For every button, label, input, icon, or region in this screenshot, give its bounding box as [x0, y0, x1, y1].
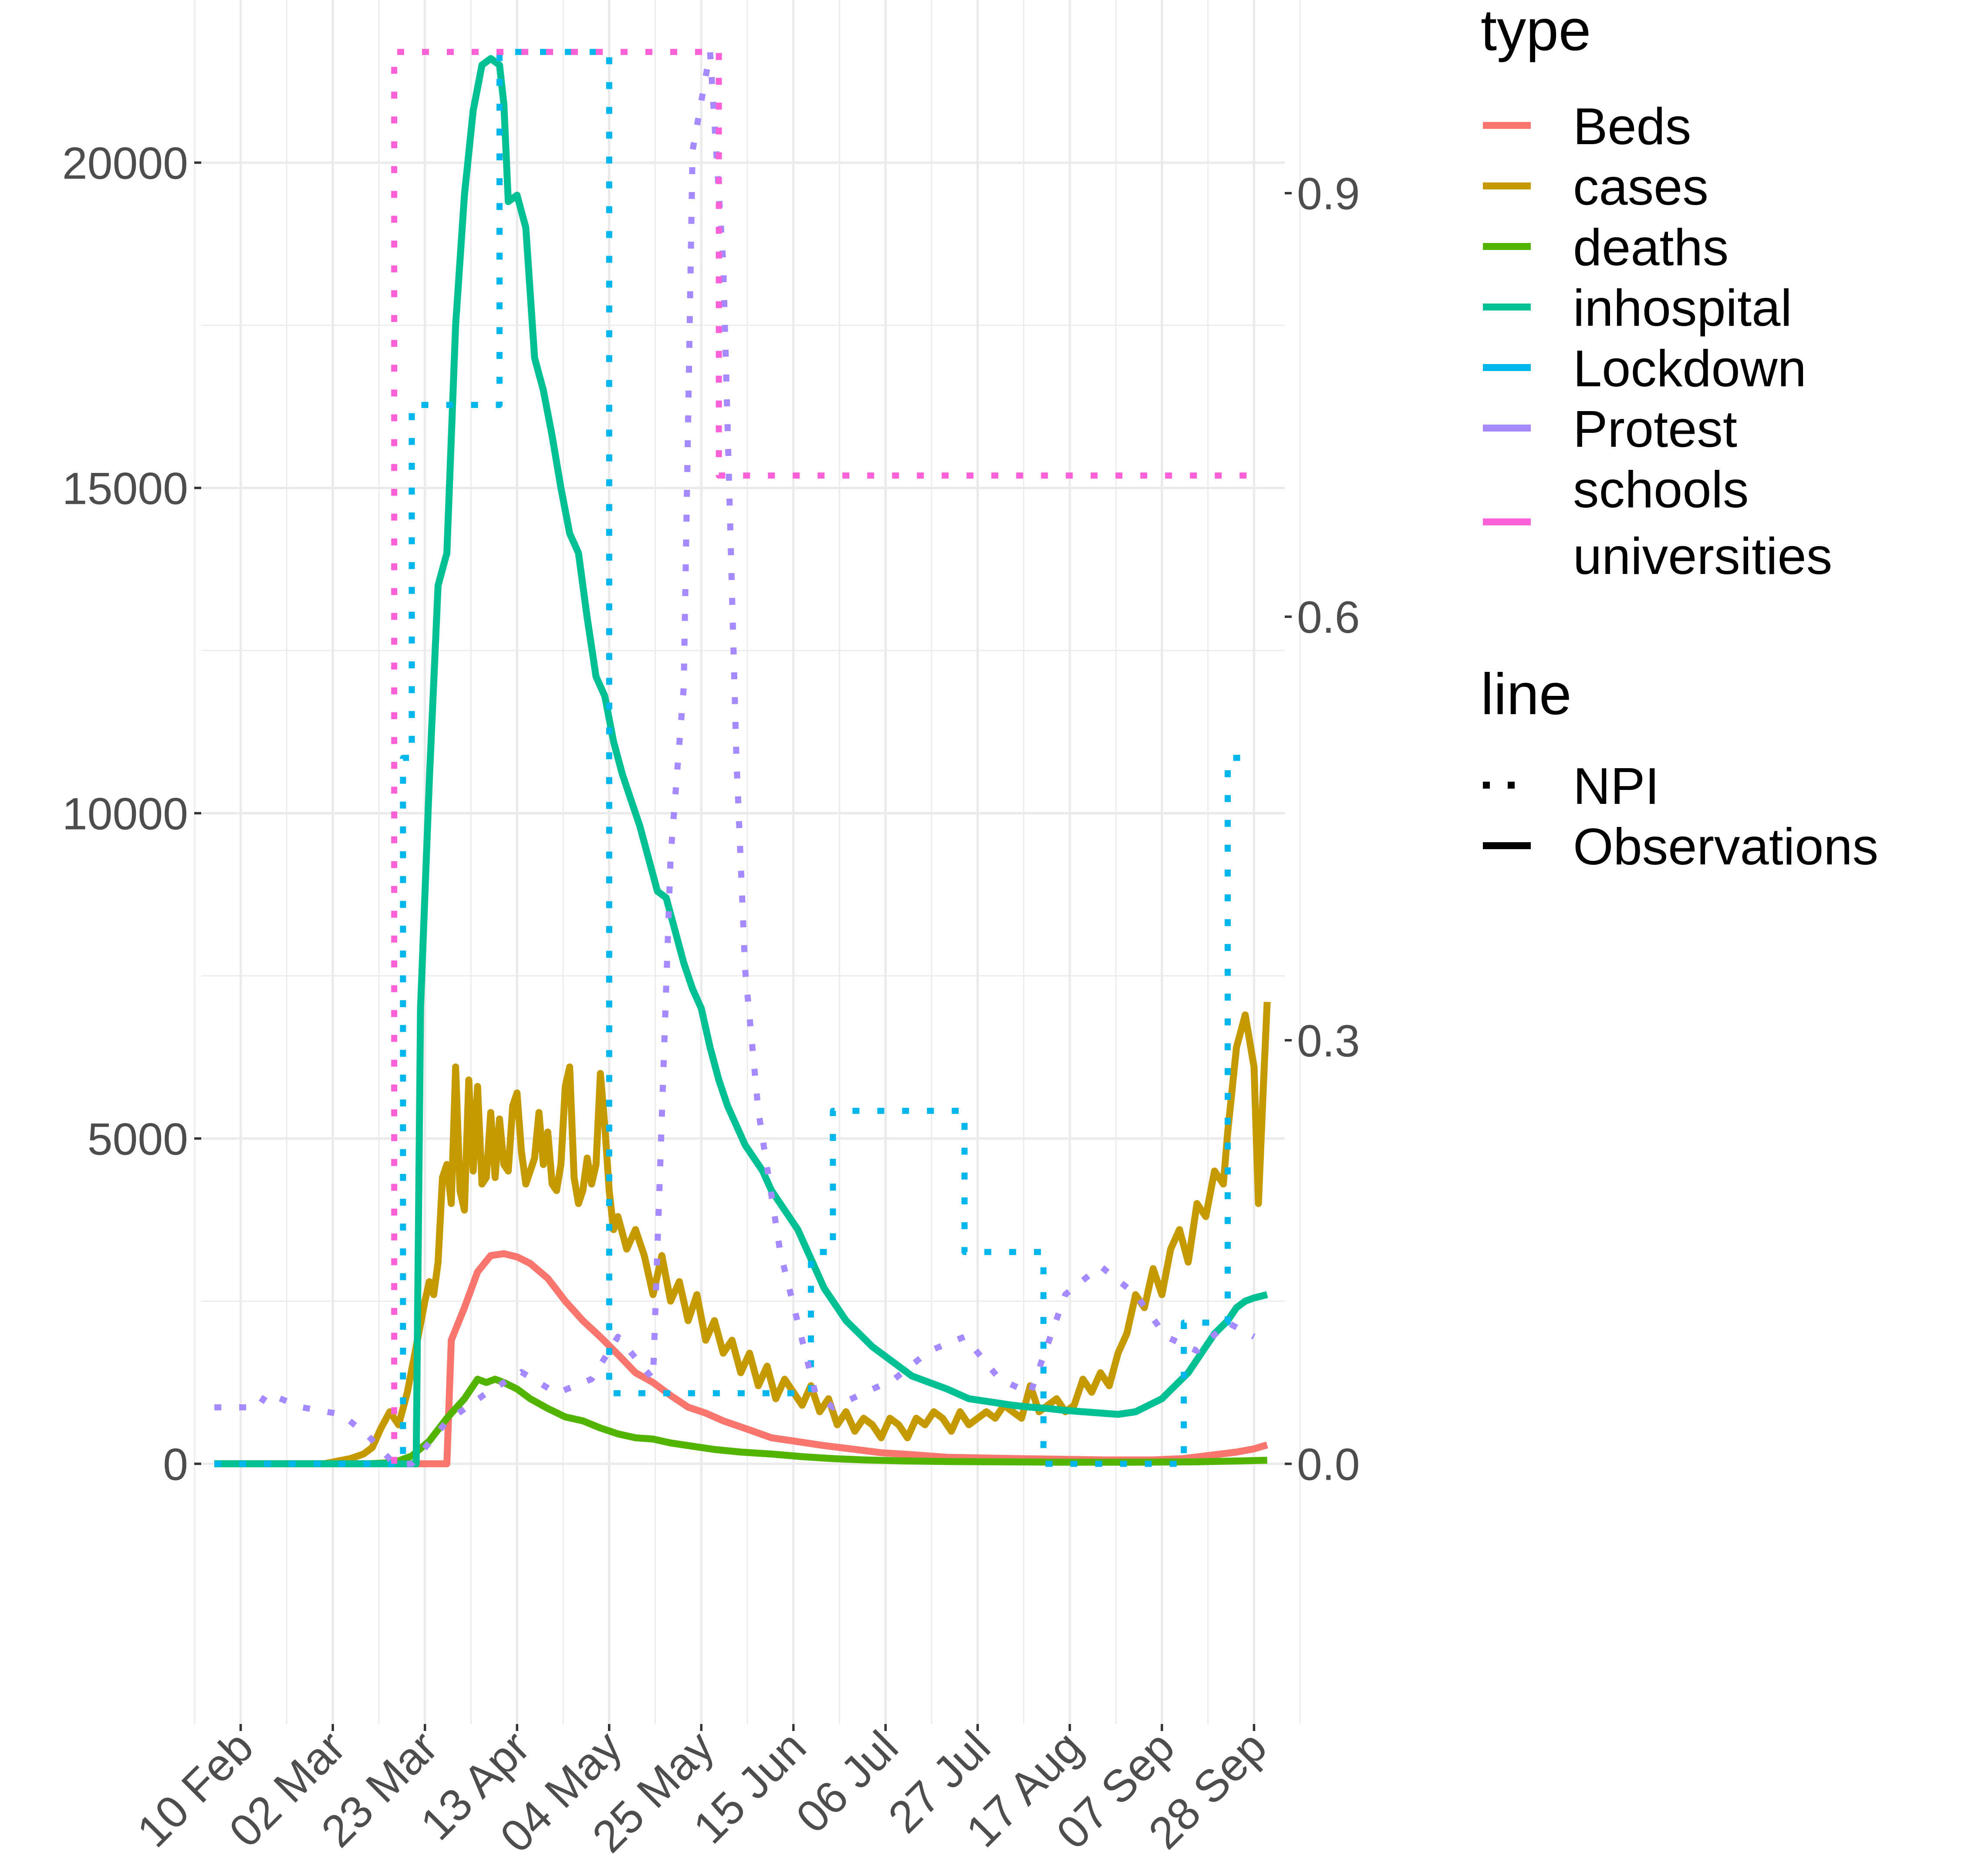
y2-tick-label: 0.6 [1297, 592, 1360, 643]
y-axis-right: 0.0 0.3 0.6 0.9 [1285, 169, 1360, 1490]
y2-tick-label: 0.3 [1297, 1016, 1360, 1066]
legend-type-entries: BedscasesdeathsinhospitalLockdownProtest… [1483, 98, 1832, 585]
legend-label-line: Protest [1573, 400, 1737, 458]
legend-label-cases: cases [1573, 158, 1708, 216]
series-schools-universities [391, 49, 1254, 1464]
legend-label-line: deaths [1573, 219, 1729, 277]
legend-label-Beds: Beds [1573, 98, 1691, 155]
legend-label-deaths: deaths [1573, 219, 1729, 277]
grid-major [201, 0, 1285, 1724]
y-tick-label: 5000 [88, 1114, 188, 1164]
y-axis-left: 0 5000 10000 15000 20000 [62, 138, 201, 1490]
legend-label-inhospital: inhospital [1573, 279, 1792, 337]
legend-label-schools-universities: schools universities [1573, 461, 1832, 585]
legend-label-line: Beds [1573, 98, 1691, 155]
y-tick-label: 20000 [62, 138, 188, 189]
y-tick-label: 15000 [62, 463, 188, 514]
legend-label-line: inhospital [1573, 279, 1792, 337]
legend-label-line: Lockdown [1573, 340, 1806, 398]
legend-title-type: type [1481, 0, 1591, 63]
legend-title-line: line [1481, 662, 1572, 727]
y-tick-label: 10000 [62, 789, 188, 839]
legend-label-Observations: Observations [1573, 818, 1878, 876]
series-deaths [214, 1376, 1267, 1468]
series-layer [214, 49, 1271, 1468]
y2-tick-label: 0.0 [1297, 1439, 1360, 1490]
legend-label-NPI: NPI [1573, 757, 1659, 815]
legend-label-line: schools [1573, 461, 1749, 519]
legend: type BedscasesdeathsinhospitalLockdownPr… [1481, 0, 1878, 876]
x-tick-label: 06 Jul [787, 1721, 908, 1842]
y-tick-label: 0 [163, 1439, 188, 1490]
panel-background [201, 0, 1285, 1724]
series-cases [214, 1002, 1271, 1468]
legend-label-line: cases [1573, 158, 1708, 216]
legend-label-line: universities [1573, 527, 1832, 585]
legend-label-Protest: Protest [1573, 400, 1737, 458]
series-inhospital [214, 55, 1268, 1468]
y2-tick-label: 0.9 [1297, 169, 1360, 219]
legend-label-Lockdown: Lockdown [1573, 340, 1806, 398]
series-Lockdown [214, 49, 1254, 1467]
